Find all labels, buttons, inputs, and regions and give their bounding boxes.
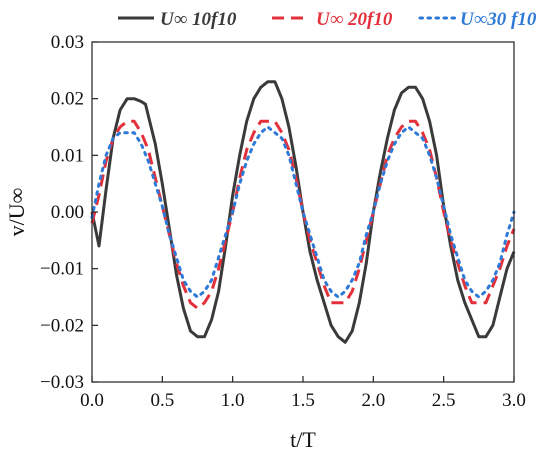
series-line-3 <box>90 125 516 299</box>
series-line-1 <box>90 80 516 344</box>
x-tick-label: 0.5 <box>150 390 174 411</box>
x-tick-label: 3.0 <box>502 390 526 411</box>
y-tick-label: 0.02 <box>51 89 84 110</box>
x-axis-title: t/T <box>290 427 316 452</box>
x-tick-label: 2.5 <box>432 390 456 411</box>
y-axis: −0.03 −0.02 −0.01 0.00 0.01 0.02 0.03 <box>40 32 98 393</box>
y-axis-title: v/U∞ <box>4 188 29 237</box>
y-tick-label: −0.01 <box>40 259 84 280</box>
legend-label-series-3: U∞30 f10 <box>460 9 537 30</box>
y-tick-label: −0.02 <box>40 315 84 336</box>
x-tick-label: 1.0 <box>221 390 245 411</box>
y-tick-label: 0.03 <box>51 32 84 53</box>
legend-label-series-1: U∞ 10f10 <box>160 9 237 30</box>
y-tick-label: 0.00 <box>51 202 84 223</box>
legend: U∞ 10f10 U∞ 20f10 U∞30 f10 <box>118 9 537 30</box>
y-tick-label: −0.03 <box>40 372 84 393</box>
x-tick-label: 2.0 <box>361 390 385 411</box>
legend-label-series-2: U∞ 20f10 <box>316 9 393 30</box>
y-tick-label: 0.01 <box>51 145 84 166</box>
x-axis: 0.0 0.5 1.0 1.5 2.0 2.5 3.0 <box>80 376 526 411</box>
plot-area <box>90 80 516 344</box>
series-line-2 <box>90 119 516 310</box>
x-tick-label: 0.0 <box>80 390 104 411</box>
x-tick-label: 1.5 <box>291 390 315 411</box>
